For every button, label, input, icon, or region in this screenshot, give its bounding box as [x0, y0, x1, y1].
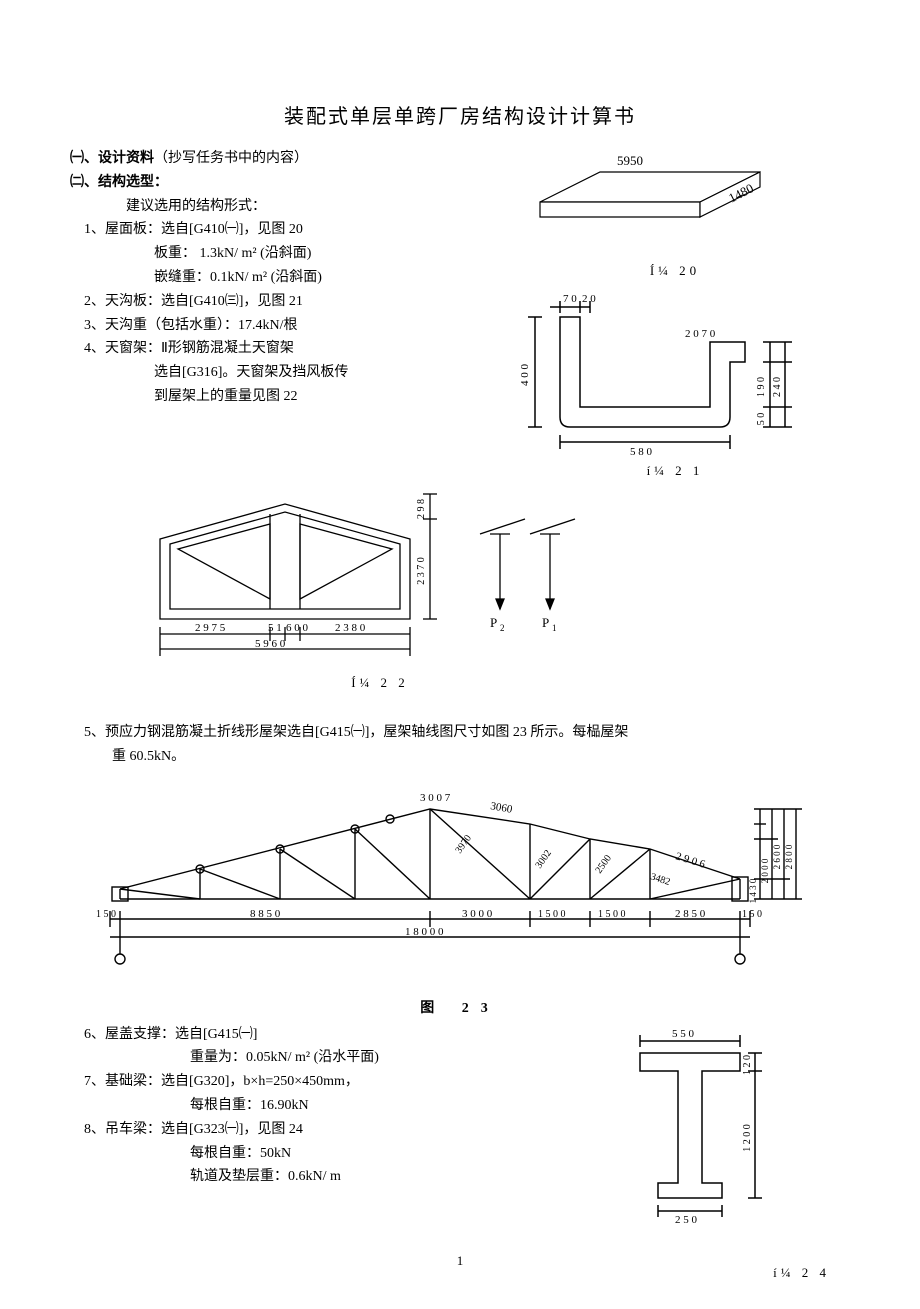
item-7: 7、基础梁：选自[G320]，b×h=250×450mm，	[70, 1070, 550, 1094]
left-col-bottom: 6、屋盖支撑：选自[G415㈠] 重量为：0.05kN/ m² (沿水平面) 7…	[70, 1023, 550, 1223]
fig24-caption: í¼ 2 4	[773, 1265, 830, 1281]
item-1: 1、屋面板：选自[G410㈠]，见图 20	[70, 218, 500, 242]
svg-text:2 3 7 0: 2 3 7 0	[416, 557, 427, 585]
figure-23: 3 0 0 7 3060 2 9 0 6 3970 3002 2500 3482…	[90, 779, 830, 979]
svg-text:3970: 3970	[453, 833, 473, 856]
fig20-caption: Í¼ 20	[500, 263, 850, 279]
page-number: 1	[70, 1253, 850, 1269]
svg-text:3482: 3482	[649, 871, 671, 888]
item-7a: 每根自重：16.90kN	[70, 1094, 550, 1118]
svg-text:1 9 0: 1 9 0	[756, 377, 767, 397]
svg-text:P: P	[490, 615, 497, 630]
svg-text:3060: 3060	[489, 800, 513, 816]
bottom-region: 6、屋盖支撑：选自[G415㈠] 重量为：0.05kN/ m² (沿水平面) 7…	[70, 1023, 850, 1223]
svg-text:5 8 0: 5 8 0	[630, 446, 653, 457]
svg-text:2: 2	[500, 623, 505, 633]
item-6a: 重量为：0.05kN/ m² (沿水平面)	[70, 1046, 550, 1070]
item-5a: 重 60.5kN。	[70, 745, 850, 769]
fig21-caption: í¼ 2 1	[500, 463, 850, 479]
item-2: 2、天沟板：选自[G410㈢]，见图 21	[70, 290, 500, 314]
item-8: 8、吊车梁：选自[G323㈠]，见图 24	[70, 1118, 550, 1142]
item-8b: 轨道及垫层重：0.6kN/ m	[70, 1165, 550, 1189]
svg-text:5 9 6 0: 5 9 6 0	[255, 638, 286, 650]
svg-text:2 5 0: 2 5 0	[675, 1214, 698, 1223]
svg-text:2 0 0 0: 2 0 0 0	[760, 858, 770, 883]
svg-text:2 8 0 0: 2 8 0 0	[784, 844, 794, 869]
fig22-caption: Í¼ 2 2	[130, 675, 630, 691]
fig23-caption: 图 23	[70, 997, 850, 1017]
svg-text:2 9 7 5: 2 9 7 5	[195, 622, 226, 634]
svg-text:3 0 0 0: 3 0 0 0	[462, 908, 493, 920]
svg-text:1 2 0 0: 1 2 0 0	[742, 1124, 753, 1152]
svg-text:1 5 0 0: 1 5 0 0	[538, 909, 566, 920]
svg-text:2 6 0 0: 2 6 0 0	[772, 844, 782, 869]
svg-text:2 8 5 0: 2 8 5 0	[675, 908, 706, 920]
figure-22-wrap: 2 9 7 5 5 1 6 0 0 2 3 8 0 5 9 6 0 2 9 8 …	[70, 479, 850, 691]
svg-text:4 0 0: 4 0 0	[519, 364, 531, 387]
svg-text:8 8 5 0: 8 8 5 0	[250, 908, 281, 920]
svg-text:5 5 0: 5 5 0	[672, 1028, 695, 1040]
svg-text:5 0: 5 0	[756, 413, 767, 426]
svg-text:1 5 0 0: 1 5 0 0	[598, 909, 626, 920]
svg-text:3 0 0 7: 3 0 0 7	[420, 792, 451, 804]
figure-24-wrap: 5 5 0 1 2 0 1 2 0 0 2 5 0	[550, 1023, 790, 1223]
svg-text:5 1: 5 1	[268, 622, 282, 634]
right-column-figs: 5950 1480 Í¼ 20	[500, 147, 850, 479]
figure-22: 2 9 7 5 5 1 6 0 0 2 3 8 0 5 9 6 0 2 9 8 …	[130, 479, 630, 669]
left-column: ㈠、设计资料（抄写任务书中的内容） ㈡、结构选型： 建议选用的结构形式： 1、屋…	[70, 147, 500, 479]
svg-text:2500: 2500	[593, 853, 613, 876]
svg-text:2 0: 2 0	[582, 293, 596, 305]
svg-text:2 9 0 6: 2 9 0 6	[674, 850, 707, 870]
svg-text:2 9 8: 2 9 8	[416, 499, 427, 519]
svg-text:1: 1	[552, 623, 557, 633]
item-5: 5、预应力钢混筋凝土折线形屋架选自[G415㈠]，屋架轴线图尺寸如图 23 所示…	[70, 721, 850, 745]
item-3: 3、天沟重（包括水重）：17.4kN/根	[70, 314, 500, 338]
svg-text:1 5 0: 1 5 0	[96, 909, 116, 920]
s2-head: ㈡、结构选型：	[70, 171, 500, 195]
svg-text:2 0 7 0: 2 0 7 0	[685, 328, 716, 340]
figure-24: 5 5 0 1 2 0 1 2 0 0 2 5 0	[610, 1023, 790, 1223]
fig20-w: 5950	[617, 153, 643, 168]
doc-title: 装配式单层单跨厂房结构设计计算书	[70, 100, 850, 129]
svg-text:3002: 3002	[533, 848, 553, 871]
svg-text:2 3 8 0: 2 3 8 0	[335, 622, 366, 634]
figure-21: 7 0 2 0 2 0 7 0 4 0 0 5 8 0 1 9 0 2 4 0 …	[500, 287, 820, 457]
s2-suggest: 建议选用的结构形式：	[70, 195, 500, 219]
item-4: 4、天窗架：Ⅱ形钢筋混凝土天窗架	[70, 337, 500, 361]
svg-text:P: P	[542, 615, 549, 630]
section-1: ㈠、设计资料（抄写任务书中的内容）	[70, 147, 500, 171]
svg-text:1 2 0: 1 2 0	[742, 1055, 753, 1075]
item-4b: 到屋架上的重量见图 22	[70, 385, 500, 409]
svg-text:6 0 0: 6 0 0	[286, 622, 309, 634]
svg-text:1 4 3 0: 1 4 3 0	[748, 878, 758, 903]
page: 装配式单层单跨厂房结构设计计算书 ㈠、设计资料（抄写任务书中的内容） ㈡、结构选…	[0, 0, 920, 1309]
svg-text:2 4 0: 2 4 0	[772, 377, 783, 397]
s1-note: （抄写任务书中的内容）	[154, 151, 308, 166]
item-6: 6、屋盖支撑：选自[G415㈠]	[70, 1023, 550, 1047]
svg-text:7 0: 7 0	[563, 293, 577, 305]
item-1b: 嵌缝重：0.1kN/ m² (沿斜面)	[70, 266, 500, 290]
item-8a: 每根自重：50kN	[70, 1142, 550, 1166]
item-4a: 选自[G316]。天窗架及挡风板传	[70, 361, 500, 385]
item-1a: 板重： 1.3kN/ m² (沿斜面)	[70, 242, 500, 266]
svg-text:1 5 0: 1 5 0	[742, 909, 762, 920]
s1-head: ㈠、设计资料	[70, 151, 154, 166]
figure-20: 5950 1480	[500, 147, 800, 257]
top-region: ㈠、设计资料（抄写任务书中的内容） ㈡、结构选型： 建议选用的结构形式： 1、屋…	[70, 147, 850, 479]
svg-text:1 8 0 0 0: 1 8 0 0 0	[405, 926, 444, 938]
